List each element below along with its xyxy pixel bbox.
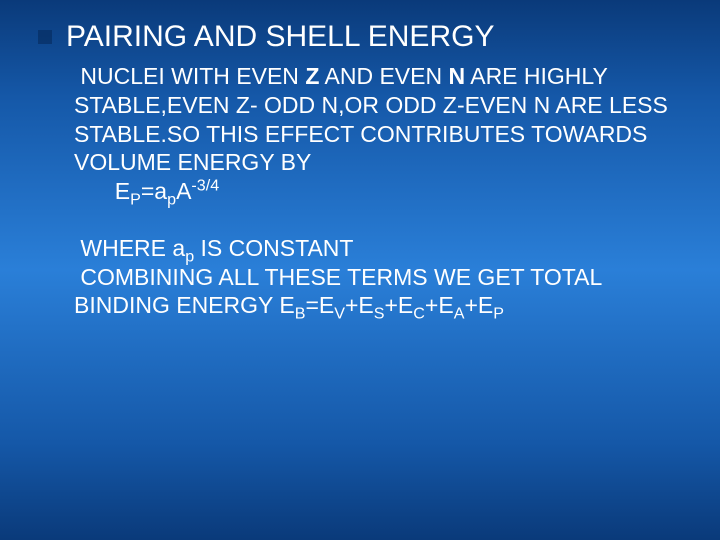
- sub-v: V: [334, 305, 345, 323]
- sub-p: P: [130, 191, 141, 209]
- bold-z: Z: [305, 63, 319, 89]
- text-frag: E: [102, 178, 130, 204]
- text-frag: NUCLEI WITH EVEN: [74, 63, 305, 89]
- bold-n: N: [448, 63, 465, 89]
- paragraph-stability: NUCLEI WITH EVEN Z AND EVEN N ARE HIGHLY…: [74, 62, 680, 177]
- title-row: PAIRING AND SHELL ENERGY: [30, 20, 690, 54]
- text-frag: IS CONSTANT: [194, 235, 353, 261]
- sub-a: A: [454, 305, 465, 323]
- sub-c: C: [413, 305, 425, 323]
- text-frag: +E: [425, 292, 454, 318]
- slide: PAIRING AND SHELL ENERGY NUCLEI WITH EVE…: [0, 0, 720, 540]
- sub-b: B: [295, 305, 306, 323]
- formula-pairing-energy: EP=apA-3/4: [74, 177, 680, 206]
- text-frag: =a: [141, 178, 167, 204]
- text-frag: +E: [345, 292, 374, 318]
- bullet-square-icon: [38, 30, 52, 44]
- sub-p2: p: [167, 191, 176, 209]
- text-frag: A: [176, 178, 191, 204]
- text-frag: =E: [305, 292, 334, 318]
- slide-body: NUCLEI WITH EVEN Z AND EVEN N ARE HIGHLY…: [30, 62, 690, 320]
- slide-title: PAIRING AND SHELL ENERGY: [66, 20, 494, 54]
- text-frag: +E: [464, 292, 493, 318]
- line-combining-terms: COMBINING ALL THESE TERMS WE GET TOTAL B…: [74, 263, 680, 321]
- text-frag: +E: [385, 292, 414, 318]
- text-frag: WHERE a: [74, 235, 185, 261]
- sup-exp: -3/4: [191, 176, 219, 194]
- text-frag: AND EVEN: [319, 63, 448, 89]
- spacer: [74, 206, 680, 234]
- line-where-constant: WHERE ap IS CONSTANT: [74, 234, 680, 263]
- sub-s: S: [374, 305, 385, 323]
- sub-p4: P: [493, 305, 504, 323]
